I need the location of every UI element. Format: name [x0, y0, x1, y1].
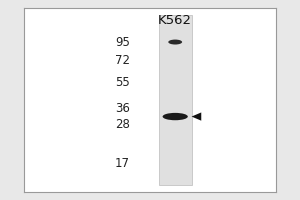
Ellipse shape [163, 113, 188, 120]
Bar [159, 15, 192, 185]
Polygon shape [192, 112, 201, 121]
Text: 72: 72 [115, 54, 130, 67]
Ellipse shape [168, 40, 182, 45]
Text: 95: 95 [115, 36, 130, 49]
Text: 36: 36 [115, 102, 130, 115]
Text: 28: 28 [115, 118, 130, 131]
Text: 17: 17 [115, 157, 130, 170]
Text: K562: K562 [158, 14, 192, 27]
Text: 55: 55 [115, 76, 130, 89]
